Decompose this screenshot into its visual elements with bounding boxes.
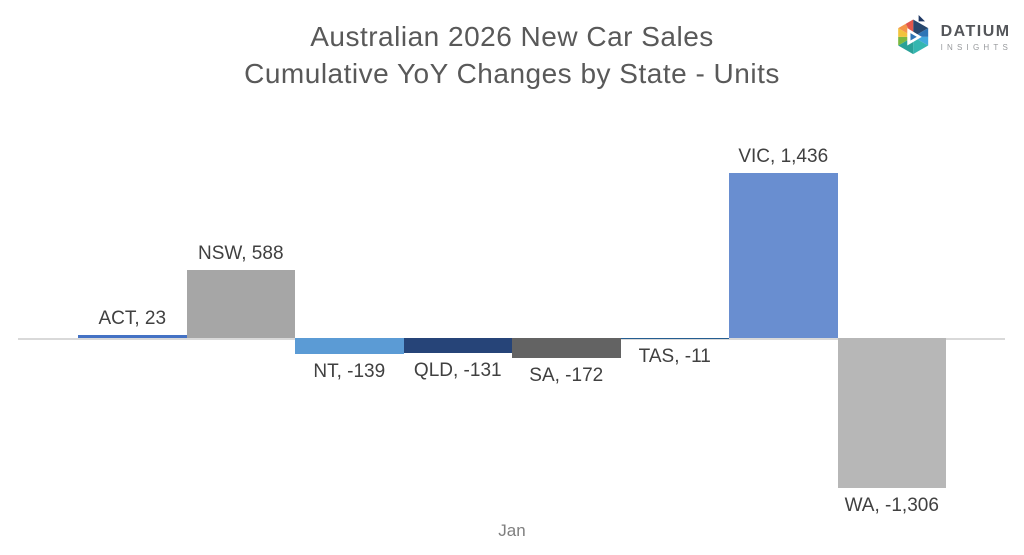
bar-nsw [186, 270, 295, 338]
bar-label-tas: TAS, -11 [638, 346, 711, 368]
bar-sa [512, 338, 621, 358]
bar-act [78, 335, 187, 338]
bar-qld [403, 338, 512, 354]
bar-vic [729, 172, 838, 338]
bar-label-nt: NT, -139 [313, 361, 386, 382]
bar-nt [295, 338, 404, 354]
bar-label-wa: WA, -1,306 [844, 495, 939, 517]
x-axis-category-label: Jan [498, 521, 526, 540]
bar-label-sa: SA, -172 [529, 364, 604, 386]
datium-insights-logo: DATIUM INSIGHTS [895, 12, 1012, 63]
logo-brand-text: DATIUM [940, 22, 1011, 40]
bar-wa [837, 338, 946, 489]
logo-text: DATIUM INSIGHTS [941, 23, 1012, 53]
bar-label-vic: VIC, 1,436 [738, 145, 829, 167]
datium-hexagon-icon [895, 12, 935, 63]
bar-label-act: ACT, 23 [98, 308, 167, 330]
chart-title: Australian 2026 New Car Sales Cumulative… [0, 18, 1024, 92]
bar-label-nsw: NSW, 588 [197, 243, 284, 265]
chart-title-line1: Australian 2026 New Car Sales [310, 21, 714, 52]
bar-tas [620, 338, 729, 340]
bar-label-qld: QLD, -131 [413, 360, 502, 382]
chart-title-line2: Cumulative YoY Changes by State - Units [244, 58, 780, 89]
logo-subbrand-text: INSIGHTS [940, 42, 1012, 52]
